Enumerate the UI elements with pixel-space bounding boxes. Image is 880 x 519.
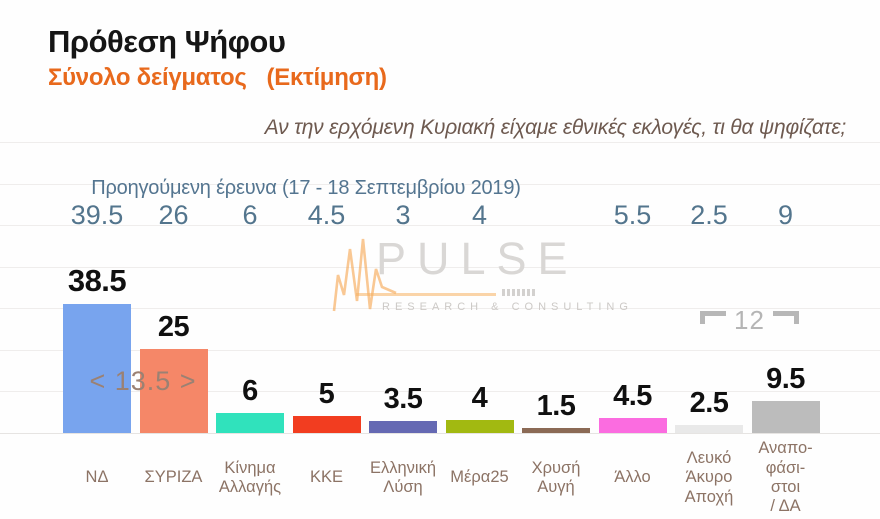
bar-value-label: 3.5 xyxy=(383,383,423,416)
category-label-ΣΥΡΙΖΑ: ΣΥΡΙΖΑ xyxy=(132,440,216,516)
category-label-Χρυσή Αυγή: Χρυσή Αυγή xyxy=(514,440,598,516)
previous-survey-value: 4 xyxy=(471,200,488,230)
sum-bracket-annotation: 12 xyxy=(700,307,799,333)
previous-survey-value: 2.5 xyxy=(690,200,728,230)
category-label-line: / ΔΑ xyxy=(770,497,801,516)
category-label-line: Λευκό xyxy=(686,449,732,468)
bar-value-label: 25 xyxy=(157,311,190,344)
previous-survey-value: 26 xyxy=(158,200,189,230)
pulse-logo-underline xyxy=(356,293,496,296)
category-label-line: Αναπο- xyxy=(758,439,813,458)
category-label-line: Άκυρο xyxy=(685,468,733,487)
pulse-logo-tagline: RESEARCH & CONSULTING xyxy=(382,301,633,313)
category-label-line: ΣΥΡΙΖΑ xyxy=(144,468,203,487)
bracket-left-corner xyxy=(700,311,726,324)
bar-Άλλο xyxy=(598,417,667,433)
pulse-ecg-icon xyxy=(332,238,397,312)
bar-value-label: 9.5 xyxy=(766,363,805,396)
bar-value-label: 6 xyxy=(242,374,258,407)
gridline xyxy=(0,183,880,185)
previous-survey-value: 4.5 xyxy=(307,200,346,230)
gridline xyxy=(0,225,880,226)
category-label-line: ΝΔ xyxy=(85,468,109,487)
bar-Λευκό Άκυρο Αποχή xyxy=(675,424,743,433)
category-label-Κίνημα Αλλαγής: Κίνημα Αλλαγής xyxy=(208,440,292,516)
bar-Χρυσή Αυγή xyxy=(522,427,590,433)
lead-gap-annotation: < 13.5 > xyxy=(89,366,197,396)
gridline xyxy=(0,432,880,434)
category-label-line: Χρυσή xyxy=(531,458,581,477)
pulse-logo-word: PULSE xyxy=(376,233,579,284)
bar-Μέρα25 xyxy=(445,419,514,433)
previous-survey-value: 6 xyxy=(242,200,258,230)
category-label-line: Ελληνική xyxy=(369,458,437,477)
gridline xyxy=(0,142,880,143)
category-label-line: Αλλαγής xyxy=(218,478,282,496)
gridline xyxy=(0,349,880,351)
category-label-line: Άλλο xyxy=(614,468,651,487)
gridline xyxy=(0,266,880,268)
category-label-ΚΚΕ: ΚΚΕ xyxy=(285,440,369,516)
previous-survey-value: 3 xyxy=(395,200,411,230)
bar-value-label: 4 xyxy=(471,381,488,414)
bar-Ελληνική Λύση xyxy=(369,421,437,433)
category-label-Αναποφάσιστοι / ΔΑ: Αναπο-φάσι-στοι / ΔΑ xyxy=(744,439,828,516)
category-label-line: ΚΚΕ xyxy=(309,468,344,487)
category-label-Άλλο: Άλλο xyxy=(591,440,675,516)
bar-value-label: 1.5 xyxy=(536,389,576,422)
category-label-Ελληνική Λύση: Ελληνική Λύση xyxy=(361,440,445,516)
category-label-line: Αποχή xyxy=(684,487,734,506)
bar-value-label: 5 xyxy=(318,378,335,411)
category-label-ΝΔ: ΝΔ xyxy=(55,440,139,516)
page-title: Πρόθεση Ψήφου xyxy=(48,24,286,59)
previous-survey-value: 9 xyxy=(777,200,794,230)
previous-survey-value: 39.5 xyxy=(70,200,124,230)
category-label-line: Λύση xyxy=(383,478,423,496)
category-label-line: φάσι- xyxy=(765,458,806,477)
bracket-sum-value: 12 xyxy=(734,305,765,335)
bar-Κίνημα Αλλαγής xyxy=(216,412,284,433)
bracket-right-corner xyxy=(772,311,799,324)
category-label-line: Αυγή xyxy=(537,478,575,496)
chart-subtitle: Σύνολο δείγματος (Εκτίμηση) xyxy=(48,64,387,92)
bar-ΝΔ xyxy=(63,304,131,433)
previous-survey-label: Προηγούμενη έρευνα (17 - 18 Σεπτεμβρίου … xyxy=(91,177,521,199)
gridline xyxy=(0,391,880,392)
subtitle-estimate-note: (Εκτίμηση) xyxy=(266,64,387,91)
bar-Αναποφάσιστοι / ΔΑ xyxy=(751,401,820,433)
previous-survey-value: 5.5 xyxy=(613,200,652,230)
category-label-line: Μέρα25 xyxy=(450,468,509,487)
bar-value-label: 38.5 xyxy=(67,263,127,299)
category-label-Λευκό Άκυρο Αποχή: Λευκό Άκυρο Αποχή xyxy=(667,440,751,516)
bar-value-label: 4.5 xyxy=(613,379,652,412)
bar-value-label: 2.5 xyxy=(689,386,729,419)
category-label-Μέρα25: Μέρα25 xyxy=(438,440,522,516)
bar-ΣΥΡΙΖΑ xyxy=(139,349,208,433)
pulse-logo-barcode xyxy=(502,289,535,296)
subtitle-sample: Σύνολο δείγματος xyxy=(48,64,247,91)
category-label-line: Κίνημα xyxy=(224,458,276,477)
gridline xyxy=(0,308,880,309)
pulse-logo-watermark: PULSE RESEARCH & CONSULTING xyxy=(330,231,628,315)
bar-ΚΚΕ xyxy=(292,416,361,433)
survey-question: Αν την ερχόμενη Κυριακή είχαμε εθνικές ε… xyxy=(264,116,846,139)
category-label-line: στοι xyxy=(770,478,801,496)
